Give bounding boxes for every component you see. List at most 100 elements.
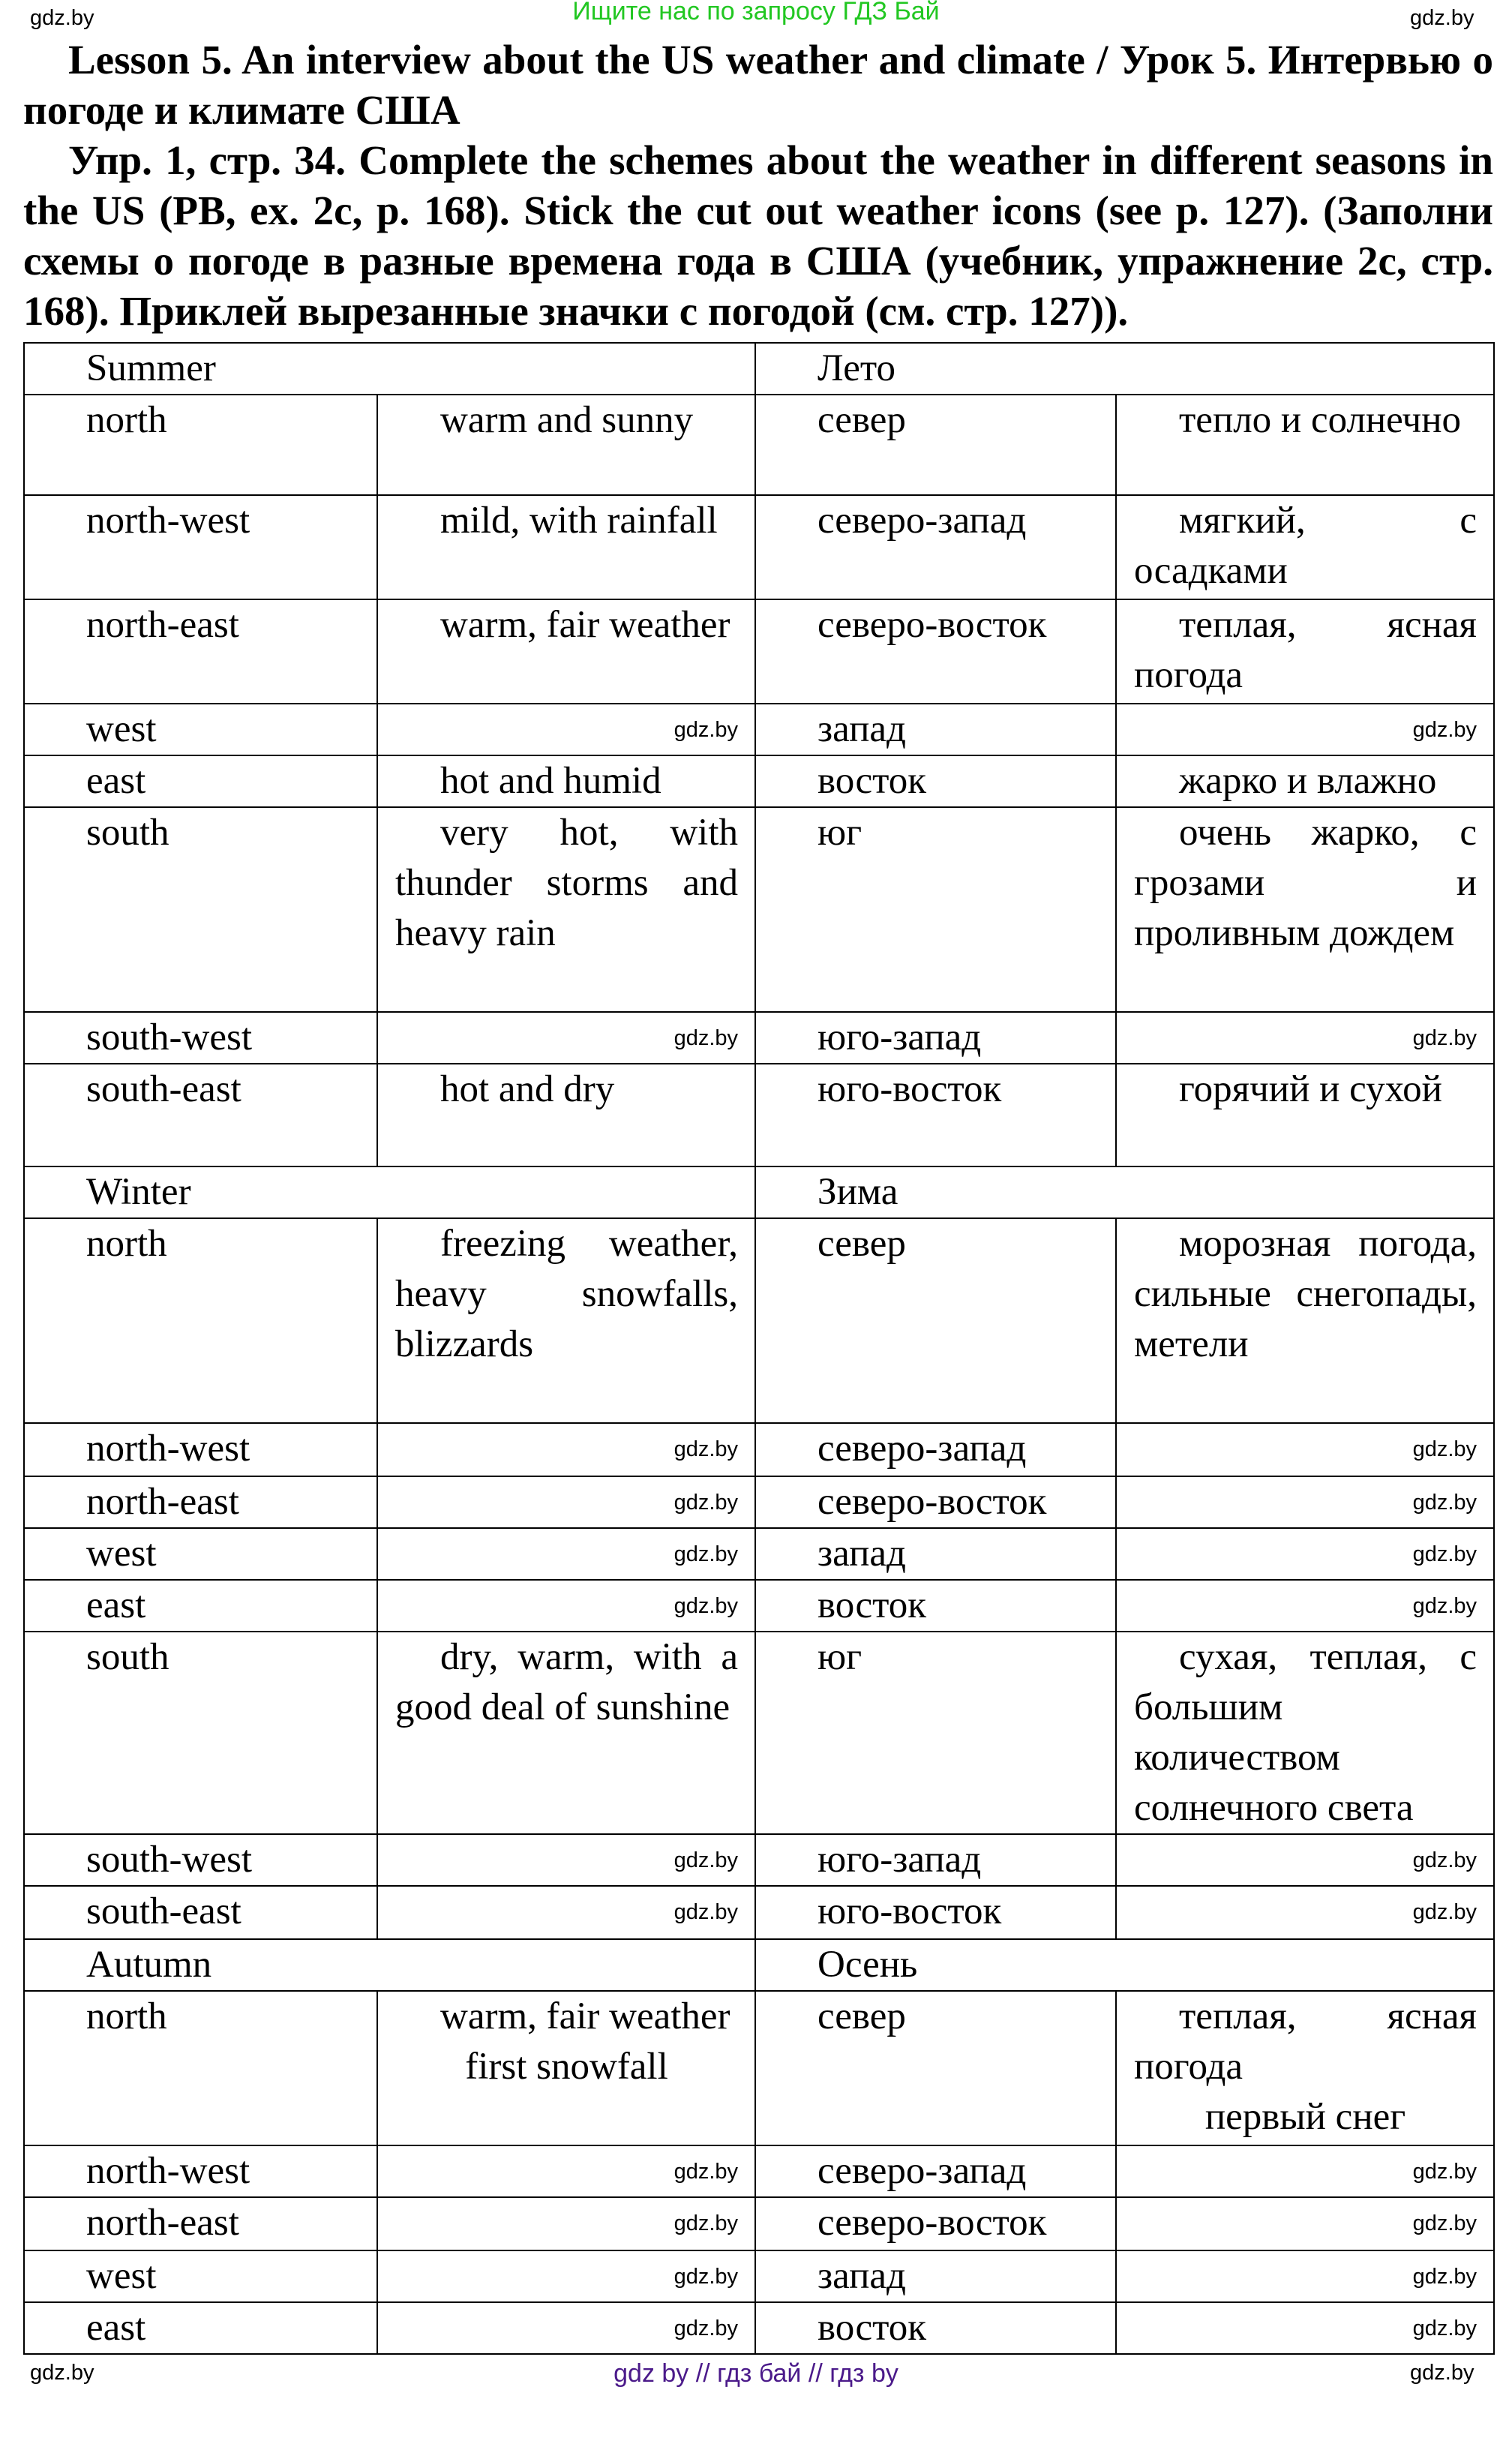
direction-en: east	[23, 755, 378, 808]
weather-ru: горячий и сухой	[1179, 1068, 1442, 1110]
table-row: west gdz.by запад gdz.by	[23, 703, 1496, 756]
watermark: gdz.by	[1410, 6, 1474, 30]
watermark: gdz.by	[1410, 2361, 1474, 2385]
watermark: gdz.by	[1412, 2211, 1478, 2235]
table-row: north-east warm, fair weather северо-восто…	[23, 599, 1496, 704]
table-row: north-east gdz.by северо-восток gdz.by	[23, 1476, 1496, 1529]
season-header-row: Autumn Осень	[22, 1938, 1496, 1992]
direction-ru: запад	[754, 703, 1118, 756]
direction-en: north-west	[23, 2145, 378, 2198]
weather-en-cell: very hot, with thunder storms and heavy …	[376, 806, 757, 1013]
weather-en-cell: mild, with rainfall	[376, 494, 757, 600]
direction-en: north-east	[23, 599, 378, 704]
direction-en: north	[23, 1217, 378, 1424]
direction-en: south-east	[23, 1885, 378, 1940]
watermark: gdz.by	[674, 718, 739, 742]
direction-en: north-west	[23, 1422, 378, 1477]
weather-en-cell: gdz.by	[376, 703, 757, 756]
weather-ru: тепло и солнечно	[1179, 399, 1461, 441]
watermark: gdz.by	[1412, 1848, 1478, 1872]
direction-en: west	[23, 2250, 378, 2303]
weather-en-cell: gdz.by	[376, 1579, 757, 1632]
direction-ru: восток	[754, 755, 1118, 808]
season-ru: Осень	[754, 1938, 1496, 1992]
watermark: gdz.by	[674, 2160, 739, 2184]
season-en: Autumn	[22, 1938, 757, 1992]
weather-en-cell: gdz.by	[376, 2196, 757, 2251]
lesson-title: Lesson 5. An interview about the US weat…	[23, 37, 1493, 133]
weather-ru-cell: gdz.by	[1115, 1833, 1496, 1887]
weather-ru: теплая, ясная погода	[1134, 1995, 1478, 2088]
weather-en: hot and humid	[440, 760, 662, 802]
table-row: north warm and sunny север тепло и солнечно	[23, 394, 1496, 496]
weather-ru-cell: gdz.by	[1115, 1579, 1496, 1632]
weather-ru-cell: сухая, теплая, с большим количеством сол…	[1115, 1631, 1496, 1835]
table-row: south dry, warm, with a good deal of suns…	[23, 1631, 1496, 1835]
season-en: Summer	[22, 342, 757, 395]
watermark: gdz.by	[30, 6, 94, 30]
weather-en-cell: gdz.by	[376, 2250, 757, 2303]
watermark: gdz.by	[1412, 2160, 1478, 2184]
weather-en: dry, warm, with a good deal of sunshine	[395, 1636, 739, 1728]
weather-en-cell: dry, warm, with a good deal of sunshine	[376, 1631, 757, 1835]
weather-en: freezing weather, heavy snowfalls, blizz…	[395, 1223, 739, 1365]
watermark: gdz.by	[1412, 1542, 1478, 1566]
watermark: gdz.by	[674, 2316, 739, 2340]
table-row: north-west gdz.by северо-запад gdz.by	[23, 2145, 1496, 2198]
weather-en-cell: gdz.by	[376, 1476, 757, 1529]
weather-en-cell: warm, fair weather	[376, 599, 757, 704]
table-row: south-east gdz.by юго-восток gdz.by	[23, 1885, 1496, 1940]
weather-en-cell: gdz.by	[376, 1885, 757, 1940]
watermark: gdz.by	[674, 2265, 739, 2289]
weather-ru-cell: gdz.by	[1115, 1011, 1496, 1064]
season-header-row: Winter Зима	[22, 1166, 1496, 1219]
watermark: gdz.by	[674, 1026, 739, 1050]
weather-ru: сухая, теплая, с большим количеством сол…	[1134, 1636, 1478, 1829]
weather-en: warm and sunny	[440, 399, 694, 441]
direction-en: south-west	[23, 1833, 378, 1887]
weather-ru-cell: жарко и влажно	[1115, 755, 1496, 808]
exercise-instructions: Упр. 1, стр. 34. Complete the schemes ab…	[23, 137, 1493, 334]
table-row: south very hot, with thunder storms and h…	[23, 806, 1496, 1013]
top-bar: Ищите нас по запросу ГДЗ Бай gdz.by gdz.…	[0, 0, 1512, 35]
direction-en: north	[23, 394, 378, 496]
direction-ru: северо-восток	[754, 2196, 1118, 2251]
direction-en: east	[23, 1579, 378, 1632]
table-row: north-west gdz.by северо-запад gdz.by	[23, 1422, 1496, 1477]
direction-en: north-east	[23, 1476, 378, 1529]
table-row: north-east gdz.by северо-восток gdz.by	[23, 2196, 1496, 2251]
direction-en: north	[23, 1990, 378, 2146]
watermark: gdz.by	[674, 1848, 739, 1872]
season-ru: Лето	[754, 342, 1496, 395]
table-row: east hot and humid восток жарко и влажно	[23, 755, 1496, 808]
watermark: gdz.by	[1412, 2265, 1478, 2289]
weather-en-cell: warm and sunny	[376, 394, 757, 496]
watermark: gdz.by	[1412, 1594, 1478, 1618]
direction-en: north-west	[23, 494, 378, 600]
direction-en: south-east	[23, 1063, 378, 1167]
weather-en-cell: gdz.by	[376, 2145, 757, 2198]
direction-ru: юго-восток	[754, 1063, 1118, 1167]
watermark: gdz.by	[674, 1594, 739, 1618]
ru-desc2: первый снег	[1204, 2096, 1406, 2138]
weather-ru-cell: gdz.by	[1115, 1527, 1496, 1581]
weather-en-cell: hot and dry	[376, 1063, 757, 1167]
direction-en: north-east	[23, 2196, 378, 2251]
weather-ru-cell: gdz.by	[1115, 1885, 1496, 1940]
direction-en: south	[23, 806, 378, 1013]
direction-ru: восток	[754, 1579, 1118, 1632]
en-desc2: first snowfall	[465, 2046, 668, 2088]
season-en: Winter	[22, 1166, 757, 1219]
weather-en-cell: gdz.by	[376, 1011, 757, 1064]
direction-en: west	[23, 703, 378, 756]
watermark: gdz.by	[674, 1542, 739, 1566]
weather-en: warm, fair weather	[440, 1995, 730, 2037]
weather-ru-cell: теплая, ясная погода первый снег	[1115, 1990, 1496, 2146]
weather-ru-cell: очень жарко, с грозами и проливным дожде…	[1115, 806, 1496, 1013]
direction-en: south-west	[23, 1011, 378, 1064]
weather-ru-cell: gdz.by	[1115, 1422, 1496, 1477]
direction-ru: юго-запад	[754, 1833, 1118, 1887]
weather-ru-cell: gdz.by	[1115, 1476, 1496, 1529]
watermark: gdz.by	[1412, 1491, 1478, 1515]
direction-ru: северо-восток	[754, 1476, 1118, 1529]
